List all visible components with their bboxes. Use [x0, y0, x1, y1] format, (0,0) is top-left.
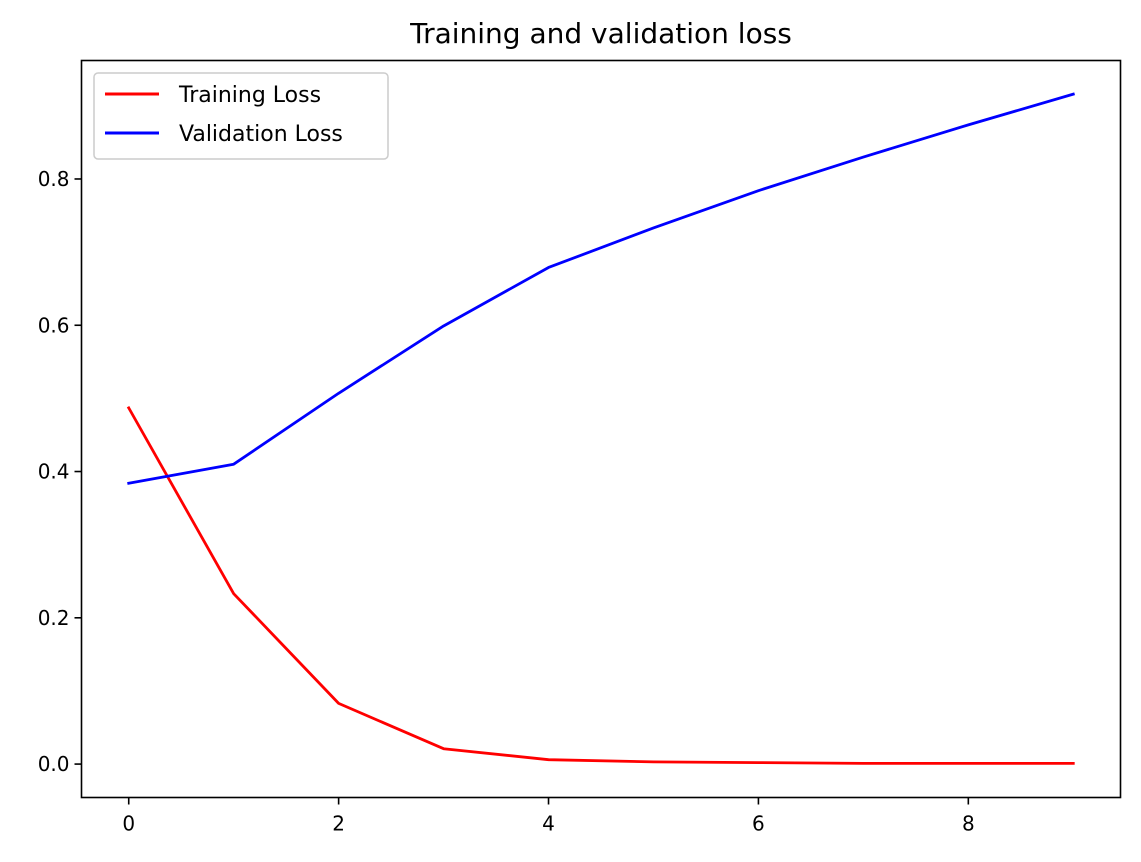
x-tick-label: 0	[122, 812, 135, 836]
x-tick-label: 6	[752, 812, 765, 836]
legend-box	[93, 72, 389, 160]
x-tick-label: 4	[542, 812, 555, 836]
y-tick-label: 0.6	[38, 313, 70, 337]
x-tick-label: 2	[332, 812, 345, 836]
y-axis-ticks: 0.0 0.2 0.4 0.6 0.8	[38, 167, 82, 776]
legend-label-validation-loss: Validation Loss	[179, 122, 343, 147]
series-line-training-loss	[126, 405, 1075, 765]
y-tick-label: 0.4	[38, 460, 70, 484]
chart-title: Training and validation loss	[409, 17, 792, 50]
plot-frame	[80, 59, 1122, 799]
series-line-validation-loss	[127, 92, 1076, 485]
y-tick-label: 0.2	[38, 606, 70, 630]
x-axis-ticks: 0 2 4 6 8	[122, 797, 975, 836]
legend: Training Loss Validation Loss	[93, 72, 389, 160]
series-lines	[126, 92, 1076, 765]
legend-label-training-loss: Training Loss	[178, 83, 321, 108]
y-tick-label: 0.0	[38, 752, 70, 776]
x-tick-label: 8	[962, 812, 975, 836]
y-tick-label: 0.8	[38, 167, 70, 191]
